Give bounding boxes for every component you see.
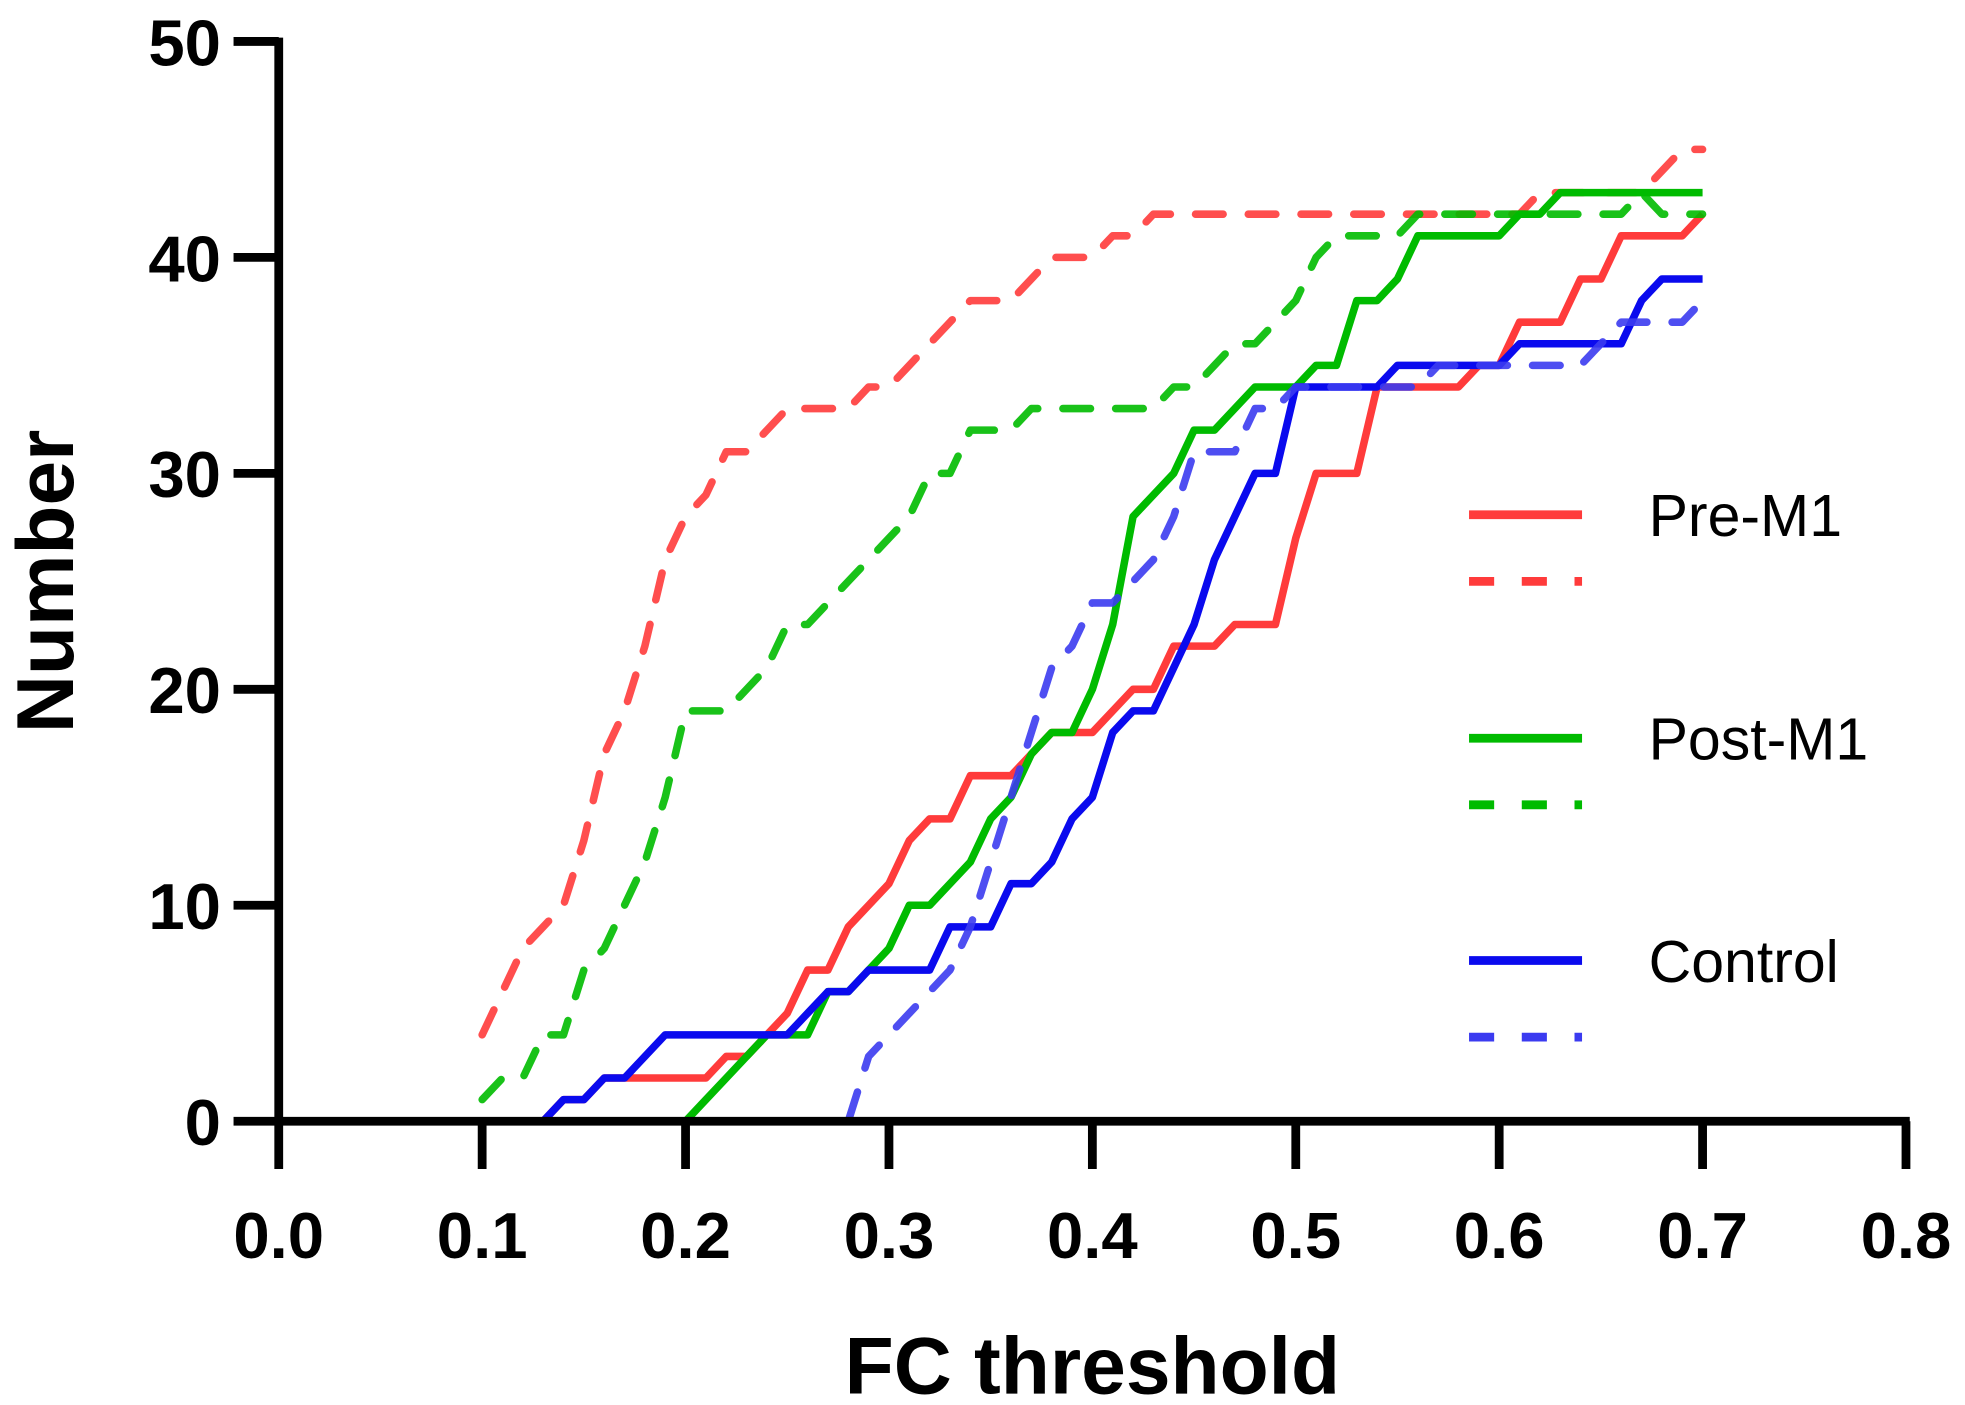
series-line-pre-m1: [482, 211, 1706, 1126]
y-tick-label: 20: [148, 654, 221, 727]
x-tick-label: 0.2: [640, 1199, 731, 1272]
x-tick-label: 0.3: [844, 1199, 935, 1272]
y-tick-label: 30: [148, 438, 221, 511]
x-tick-label: 0.4: [1047, 1199, 1138, 1272]
y-tick-label: 50: [148, 6, 221, 79]
legend-label: Control: [1649, 929, 1839, 995]
x-axis-title: FC threshold: [845, 1322, 1340, 1405]
x-tick-label: 0.0: [233, 1199, 324, 1272]
legend-label: Pre-M1: [1649, 483, 1842, 549]
y-tick-label: 40: [148, 222, 221, 295]
legend-label: Post-M1: [1649, 707, 1869, 773]
x-tick-label: 0.1: [437, 1199, 528, 1272]
legend: Pre-M1 Post-M1 Control: [1469, 483, 1869, 1042]
axes: 0.0 0.1 0.2 0.3 0.4 0.5 0.6 0.7 0.8 0 10 20 30 40 50: [148, 6, 1951, 1272]
x-tick-label: 0.5: [1250, 1199, 1341, 1272]
series-line-pre-m1-dashed: [478, 145, 1707, 1039]
series-line-control-dashed: [478, 296, 1707, 1126]
x-tick-label: 0.8: [1861, 1199, 1952, 1272]
plot-lines: [478, 145, 1707, 1126]
y-tick-label: 10: [148, 870, 221, 943]
y-tick-label: 0: [185, 1086, 221, 1159]
series-line-post-m1: [482, 188, 1703, 1126]
series-line-post-m1-dashed: [478, 188, 1707, 1104]
x-tick-label: 0.7: [1657, 1199, 1748, 1272]
x-tick-label: 0.6: [1454, 1199, 1545, 1272]
y-axis-title: Number: [1, 430, 91, 734]
